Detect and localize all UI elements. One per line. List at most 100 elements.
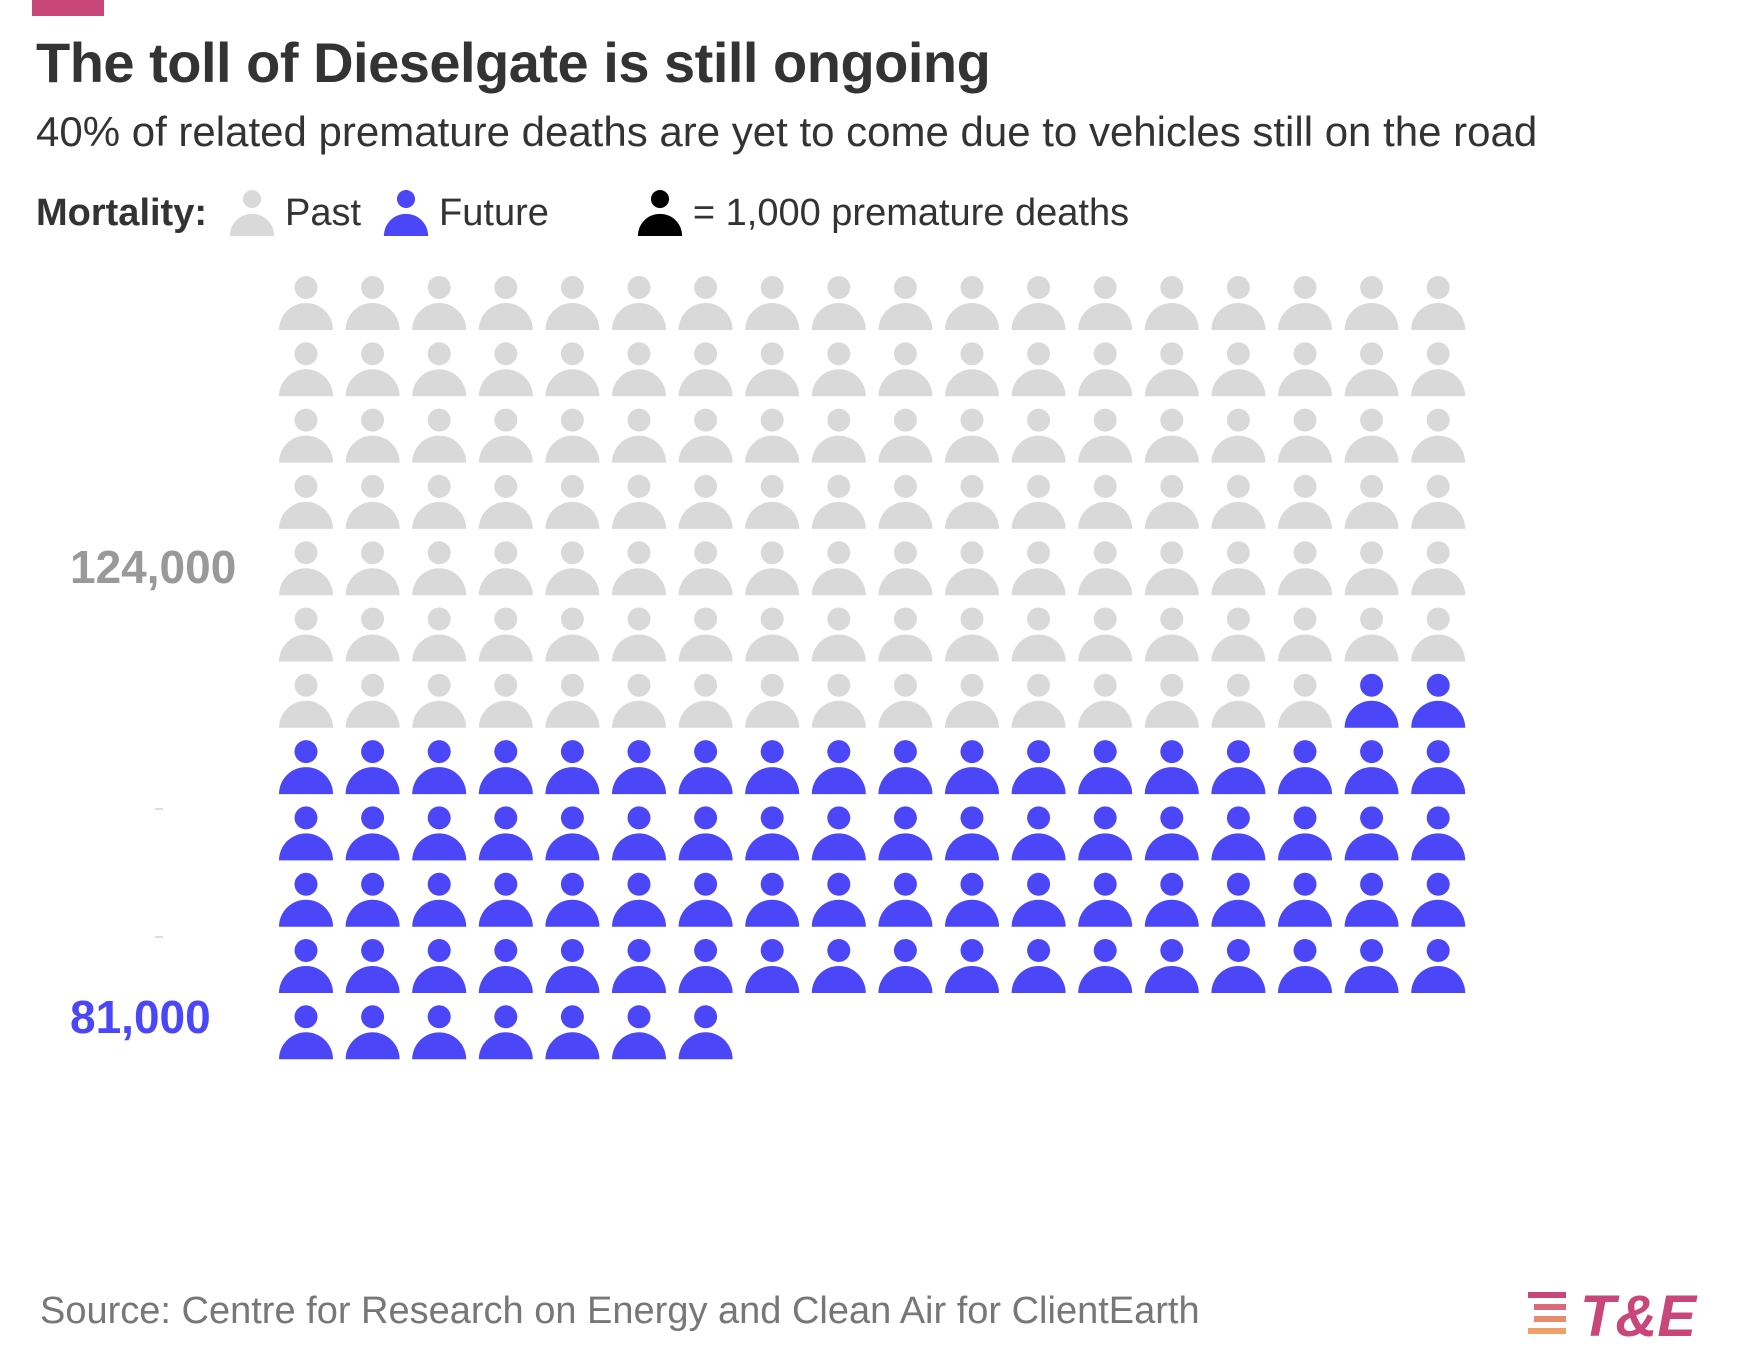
- axis-tick: [155, 936, 163, 938]
- person-icon: [478, 408, 533, 463]
- person-icon: [811, 342, 866, 397]
- person-icon: [478, 541, 533, 596]
- person-icon: [811, 276, 866, 330]
- person-icon: [945, 939, 999, 993]
- person-icon: [345, 872, 400, 927]
- person-icon: [279, 673, 333, 728]
- person-icon: [412, 342, 467, 397]
- person-icon: [412, 740, 467, 795]
- person-icon: [383, 190, 429, 236]
- person-icon: [945, 673, 999, 728]
- person-icon: [1078, 740, 1133, 795]
- person-icon: [545, 806, 600, 861]
- person-icon: [612, 541, 666, 596]
- person-icon: [811, 673, 866, 728]
- person-icon: [412, 541, 467, 596]
- person-icon: [345, 474, 400, 529]
- person-icon: [612, 408, 666, 463]
- person-icon: [1078, 673, 1133, 728]
- person-icon: [878, 408, 933, 463]
- accent-bar: [32, 0, 104, 16]
- person-icon: [745, 408, 800, 463]
- person-icon: [478, 474, 533, 529]
- person-icon: [945, 806, 999, 861]
- person-icon: [1078, 541, 1133, 596]
- axis-tick: [155, 808, 163, 810]
- person-icon: [545, 673, 600, 728]
- person-icon: [1211, 541, 1266, 596]
- person-icon: [745, 541, 800, 596]
- person-icon: [345, 673, 400, 728]
- future-total-label: 81,000: [70, 991, 211, 1043]
- person-icon: [1211, 673, 1266, 728]
- person-icon: [1411, 607, 1466, 662]
- person-icon: [1278, 806, 1332, 861]
- person-icon: [745, 872, 800, 927]
- person-icon: [279, 474, 333, 529]
- person-icon: [1278, 474, 1332, 529]
- person-icon: [745, 342, 800, 397]
- person-icon: [878, 939, 933, 993]
- legend-past-label: Past: [285, 191, 362, 234]
- legend: Mortality: Past Future = 1,000 premature…: [36, 188, 1129, 238]
- person-icon: [1211, 806, 1266, 861]
- person-icon: [878, 872, 933, 927]
- person-icon: [1144, 541, 1199, 596]
- person-icon: [412, 872, 467, 927]
- person-icon: [1411, 474, 1466, 529]
- past-total-label: 124,000: [70, 541, 237, 593]
- person-icon: [745, 673, 800, 728]
- person-icon: [1144, 673, 1199, 728]
- person-icon: [1344, 474, 1399, 529]
- person-icon: [545, 1005, 600, 1060]
- person-icon: [1278, 541, 1332, 596]
- person-icon: [1011, 408, 1066, 463]
- person-icon: [612, 474, 666, 529]
- legend-future-swatch: [383, 213, 429, 236]
- person-icon: [1211, 408, 1266, 463]
- person-icon: [945, 740, 999, 795]
- person-icon: [1344, 607, 1399, 662]
- person-icon: [1278, 408, 1332, 463]
- person-icon: [1278, 607, 1332, 662]
- person-icon: [678, 342, 733, 397]
- person-icon: [545, 541, 600, 596]
- person-icon: [1144, 408, 1199, 463]
- person-icon: [412, 806, 467, 861]
- person-icon: [1344, 276, 1399, 330]
- legend-past-swatch: [229, 213, 275, 236]
- person-icon: [945, 408, 999, 463]
- person-icon: [1011, 276, 1066, 330]
- person-icon: [745, 939, 800, 993]
- person-icon: [1078, 939, 1133, 993]
- person-icon: [412, 939, 467, 993]
- person-icon: [478, 872, 533, 927]
- person-icon: [745, 474, 800, 529]
- person-icon: [678, 1005, 733, 1060]
- person-icon: [637, 190, 683, 236]
- person-icon: [1011, 607, 1066, 662]
- person-icon: [1344, 939, 1399, 993]
- person-icon: [811, 939, 866, 993]
- person-icon: [1011, 474, 1066, 529]
- person-icon: [1011, 541, 1066, 596]
- person-icon: [745, 740, 800, 795]
- person-icon: [412, 474, 467, 529]
- person-icon: [478, 740, 533, 795]
- source-note: Source: Centre for Research on Energy an…: [40, 1290, 1200, 1332]
- logo-text: T&E: [1580, 1284, 1698, 1344]
- person-icon: [478, 1005, 533, 1060]
- person-icon: [1011, 939, 1066, 993]
- person-icon: [878, 541, 933, 596]
- person-icon: [1144, 276, 1199, 330]
- person-icon: [612, 607, 666, 662]
- person-icon: [612, 342, 666, 397]
- person-icon: [1411, 541, 1466, 596]
- person-icon: [1078, 806, 1133, 861]
- person-icon: [1411, 939, 1466, 993]
- person-icon: [612, 673, 666, 728]
- person-icon: [345, 939, 400, 993]
- person-icon: [279, 276, 333, 330]
- person-icon: [612, 939, 666, 993]
- person-icon: [478, 806, 533, 861]
